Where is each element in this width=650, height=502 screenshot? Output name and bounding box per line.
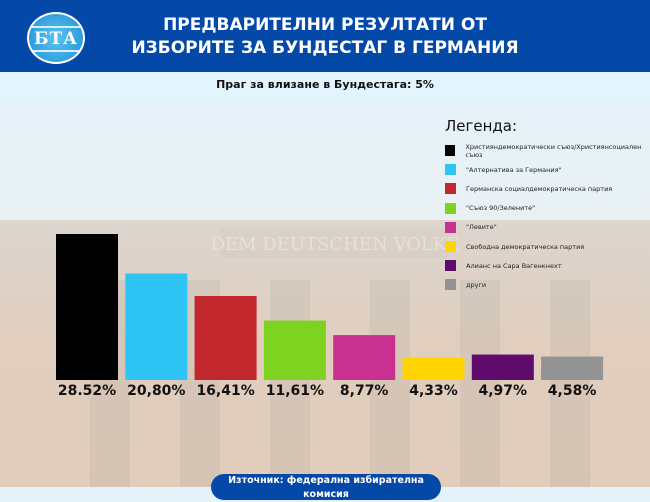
data-label: 4,33% [409, 383, 458, 399]
bar-chart [56, 234, 604, 380]
legend-swatch [445, 183, 456, 195]
legend-label: Германска социалдемократическа партия [466, 184, 613, 193]
legend-label: "Съюз 90/Зелените" [466, 204, 536, 213]
header: БТА ПРЕДВАРИТЕЛНИ РЕЗУЛТАТИ ОТ ИЗБОРИТЕ … [0, 0, 650, 72]
threshold-subtitle: Праг за влизане в Бундестага: 5% [0, 72, 650, 100]
bar [263, 320, 326, 380]
data-label: 4,97% [478, 383, 528, 399]
bar [56, 234, 118, 380]
legend-swatch [445, 260, 456, 272]
legend-item: "Алтернатива за Германия" [445, 160, 650, 179]
data-label: 28.52% [57, 383, 117, 399]
reichstag-background-image: DEM DEUTSCHEN VOLKE [0, 220, 650, 487]
legend-item: Алианс на Сара Вагенкнехт [445, 256, 650, 275]
bar [333, 335, 396, 380]
legend: Легенда: Християндемократически съюз/Хри… [445, 117, 650, 295]
legend-swatch [445, 221, 456, 233]
legend-label: други [466, 280, 487, 289]
legend-swatch [445, 202, 456, 214]
legend-label: "Левите" [466, 223, 497, 232]
data-label: 16,41% [196, 383, 255, 399]
legend-item: Свободна демократическа партия [445, 237, 650, 256]
legend-label: Алианс на Сара Вагенкнехт [466, 261, 562, 270]
bar [471, 354, 534, 380]
data-label: 8,77% [339, 383, 389, 399]
legend-title: Легенда: [445, 117, 518, 135]
bar [541, 356, 604, 380]
legend-label: Свободна демократическа партия [466, 242, 585, 251]
bar [194, 295, 257, 380]
bar [402, 357, 465, 380]
legend-item: други [445, 275, 650, 294]
legend-item: "Левите" [445, 218, 650, 237]
data-label: 11,61% [265, 383, 325, 399]
bar [125, 273, 188, 380]
legend-item: "Съюз 90/Зелените" [445, 199, 650, 218]
inscription: DEM DEUTSCHEN VOLKE [211, 234, 460, 255]
legend-swatch [445, 279, 456, 291]
legend-item: Християндемократически съюз/Християнсоци… [445, 141, 650, 160]
bta-logo: БТА [27, 12, 85, 64]
legend-swatch [445, 145, 456, 157]
source-badge: Източник: федерална избирателна комисия [211, 474, 441, 500]
legend-swatch [445, 241, 456, 253]
legend-label: "Алтернатива за Германия" [466, 165, 562, 174]
page-title: ПРЕДВАРИТЕЛНИ РЕЗУЛТАТИ ОТ ИЗБОРИТЕ ЗА Б… [131, 15, 519, 58]
data-label: 4,58% [547, 383, 597, 399]
legend-label: Християндемократически съюз/Християнсоци… [465, 142, 642, 159]
legend-item: Германска социалдемократическа партия [445, 179, 650, 198]
legend-swatch [445, 164, 456, 176]
data-label: 20,80% [127, 383, 186, 399]
